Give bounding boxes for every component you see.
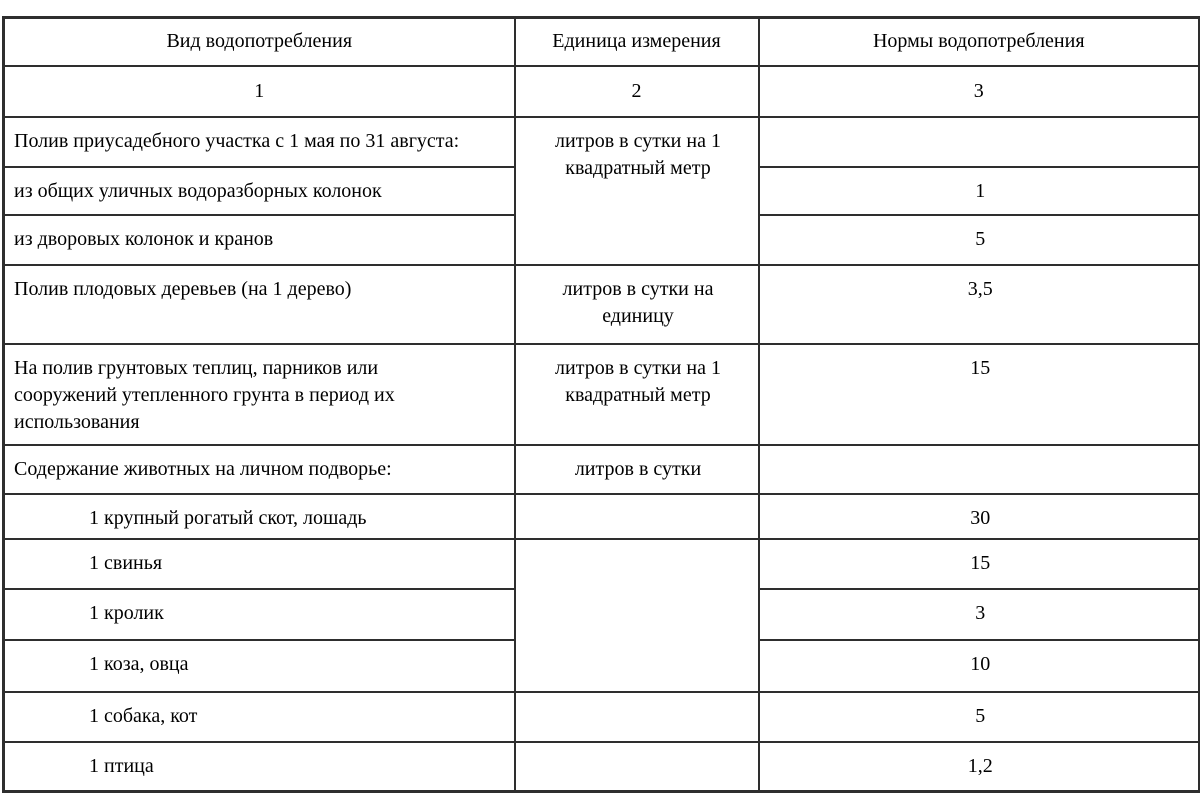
type-cell: из дворовых колонок и кранов [2, 213, 516, 266]
norm-cell: 15 [757, 342, 1200, 446]
type-cell: Содержание животных на личном подворье: [2, 443, 516, 495]
unit-cell [513, 740, 760, 793]
norm-cell: 1 [757, 165, 1200, 216]
unit-cell [513, 690, 760, 743]
type-cell: Полив приусадебного участка с 1 мая по 3… [2, 115, 516, 168]
unit-cell: литров в сутки на 1 квадратный метр [513, 115, 760, 266]
table-row: 1 свинья 15 [2, 537, 1200, 693]
table-row: Полив плодовых деревьев (на 1 дерево) ли… [2, 263, 1200, 345]
type-cell: 1 собака, кот [2, 690, 516, 743]
table-row: 1 кролик 3 [2, 587, 1200, 641]
table-row: Полив приусадебного участка с 1 мая по 3… [2, 115, 1200, 266]
unit-cell: литров в сутки на 1 квадратный метр [513, 342, 760, 446]
column-number-2: 2 [513, 64, 760, 118]
table-row: 1 птица 1,2 [2, 740, 1200, 793]
table-row: из дворовых колонок и кранов 5 [2, 213, 1200, 266]
column-number-1: 1 [2, 64, 516, 118]
table-row: На полив грунтовых теплиц, парников или … [2, 342, 1200, 446]
type-cell: из общих уличных водоразборных колонок [2, 165, 516, 216]
column-number-3: 3 [757, 64, 1200, 118]
unit-cell: литров в сутки на единицу [513, 263, 760, 345]
norm-cell: 3,5 [757, 263, 1200, 345]
unit-cell: литров в сутки [513, 443, 760, 495]
table-header-row: Вид водопотребления Единица измерения Но… [2, 16, 1200, 67]
table-row: 1 крупный рогатый скот, лошадь 30 [2, 492, 1200, 540]
table-row: 1 собака, кот 5 [2, 690, 1200, 743]
norm-cell: 5 [757, 690, 1200, 743]
norm-cell [757, 443, 1200, 495]
norm-cell: 1,2 [757, 740, 1200, 793]
norm-cell: 3 [757, 587, 1200, 641]
table-row: из общих уличных водоразборных колонок 1 [2, 165, 1200, 216]
type-cell: 1 крупный рогатый скот, лошадь [2, 492, 516, 540]
unit-cell [513, 492, 760, 540]
table-row: 1 коза, овца 10 [2, 638, 1200, 693]
type-cell: На полив грунтовых теплиц, парников или … [2, 342, 516, 446]
header-unit-column: Единица измерения [513, 16, 760, 67]
type-cell: 1 свинья [2, 537, 516, 590]
unit-cell [513, 537, 760, 693]
type-cell: Полив плодовых деревьев (на 1 дерево) [2, 263, 516, 345]
norm-cell: 30 [757, 492, 1200, 540]
table-row: Содержание животных на личном подворье: … [2, 443, 1200, 495]
norm-cell: 10 [757, 638, 1200, 693]
type-cell: 1 коза, овца [2, 638, 516, 693]
water-consumption-table: Вид водопотребления Единица измерения Но… [2, 16, 1200, 793]
column-numbers-row: 1 2 3 [2, 64, 1200, 118]
type-cell: 1 кролик [2, 587, 516, 641]
norm-cell: 15 [757, 537, 1200, 590]
header-type-column: Вид водопотребления [2, 16, 516, 67]
norm-cell: 5 [757, 213, 1200, 266]
type-cell: 1 птица [2, 740, 516, 793]
header-norm-column: Нормы водопотребления [757, 16, 1200, 67]
norm-cell [757, 115, 1200, 168]
